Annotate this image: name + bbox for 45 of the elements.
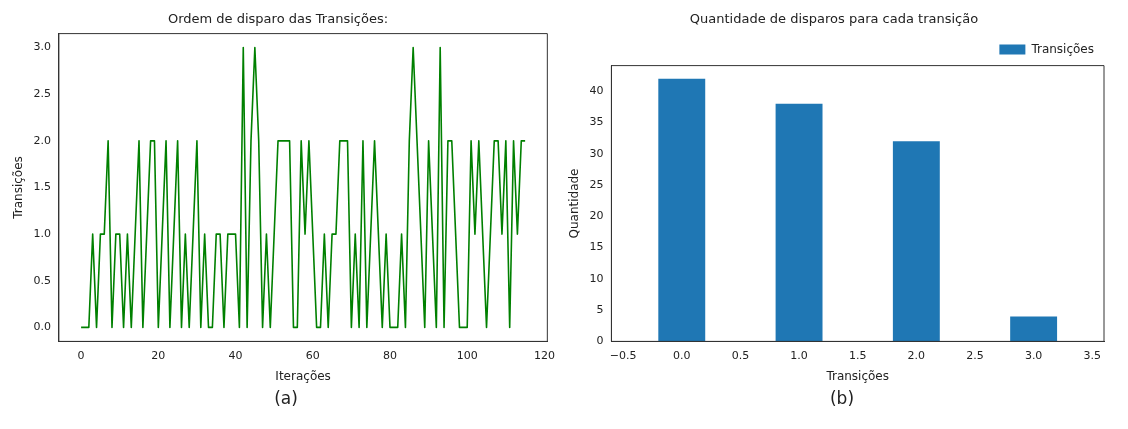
chart-title: Quantidade de disparos para cada transição	[689, 11, 979, 27]
y-tick-label: 0.5	[33, 273, 51, 287]
x-tick-label: 2.0	[907, 348, 926, 362]
y-tick-label: 30	[589, 146, 604, 160]
bar	[658, 78, 706, 342]
x-tick-label: 1.0	[790, 348, 808, 362]
y-axis-title: Quantidade	[567, 168, 582, 239]
y-tick-label: 2.0	[33, 133, 51, 147]
bar	[1010, 316, 1058, 342]
chart-title: Ordem de disparo das Transições:	[167, 11, 389, 27]
x-tick-label: 0	[77, 348, 85, 362]
y-tick-label: 5	[596, 302, 604, 316]
x-tick-label: 3.0	[1024, 348, 1043, 362]
y-tick-label: 1.5	[33, 180, 51, 194]
text: (b)	[828, 388, 856, 408]
y-tick-label: 0	[596, 334, 604, 348]
y-tick-label: 40	[589, 84, 604, 98]
bar	[775, 103, 823, 342]
x-axis-title: Iterações	[275, 368, 331, 383]
x-tick-label: 120	[533, 348, 555, 362]
x-axis-title: Transições	[825, 368, 890, 383]
x-tick-label: 1.5	[848, 348, 867, 362]
text: (a)	[273, 388, 299, 408]
x-tick-label: 3.5	[1083, 348, 1102, 362]
y-tick-label: 35	[589, 115, 604, 129]
x-tick-label: 20	[151, 348, 166, 362]
y-tick-label: 1.0	[33, 227, 51, 240]
y-tick-label: 25	[589, 177, 604, 191]
y-tick-label: 0.0	[33, 320, 51, 334]
legend-label: Transições	[1030, 41, 1095, 56]
x-tick-label: 60	[305, 348, 320, 362]
y-axis-title: Transições	[11, 156, 26, 220]
x-tick-label: −0.5	[609, 348, 637, 362]
y-tick-label: 15	[589, 240, 604, 254]
x-tick-label: 80	[382, 348, 397, 362]
bar	[892, 141, 940, 342]
x-tick-label: 0.5	[731, 348, 750, 362]
y-tick-label: 10	[589, 271, 604, 285]
y-tick-label: 20	[589, 209, 604, 223]
x-tick-label: 40	[228, 348, 243, 362]
x-tick-label: 2.5	[966, 348, 984, 362]
x-tick-label: 100	[456, 348, 478, 362]
y-tick-label: 2.5	[33, 87, 51, 101]
x-tick-label: 0.0	[673, 348, 691, 362]
y-tick-label: 3.0	[33, 40, 51, 54]
